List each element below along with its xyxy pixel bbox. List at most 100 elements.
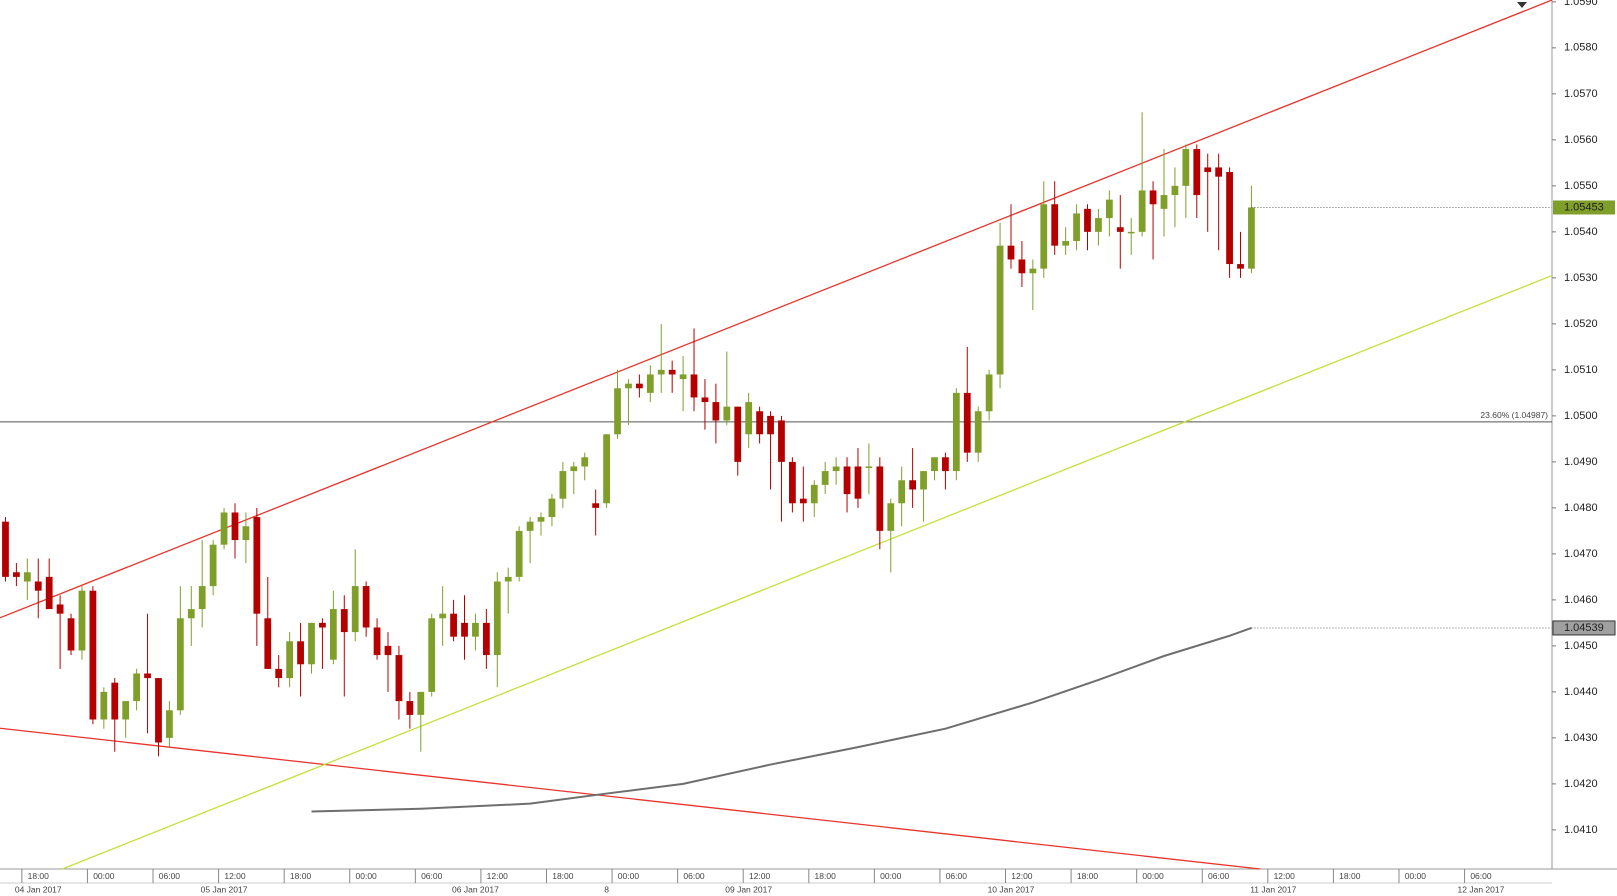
- y-tick-label: 1.0550: [1564, 180, 1598, 192]
- x-tick-label: 06:00: [421, 871, 443, 881]
- candle-body: [756, 411, 763, 435]
- candle-body: [187, 609, 195, 619]
- candle-body: [1237, 264, 1244, 269]
- candle-body: [920, 471, 927, 490]
- candle-body: [209, 544, 217, 587]
- y-tick-label: 1.0460: [1564, 594, 1598, 606]
- candle-body: [679, 374, 687, 380]
- candle-body: [34, 581, 42, 591]
- x-tick-label: 18:00: [815, 871, 837, 881]
- candle-body: [308, 622, 315, 665]
- candle-body: [723, 406, 731, 421]
- candle-body: [100, 691, 108, 720]
- x-tick-label: 12:00: [749, 871, 771, 881]
- candle-body: [122, 701, 130, 720]
- trendline: [62, 274, 1553, 870]
- candle-body: [592, 503, 600, 508]
- candle-body: [832, 466, 840, 472]
- date-tick-label: 12 Jan 2017: [1458, 884, 1505, 894]
- y-tick-label: 1.0410: [1564, 824, 1598, 836]
- candle-body: [810, 484, 818, 504]
- candle-body: [526, 521, 534, 531]
- candle-body: [384, 645, 392, 656]
- candle-body: [1040, 204, 1048, 269]
- candle-body: [690, 374, 698, 398]
- candle-body: [778, 420, 785, 462]
- y-tick-label: 1.0590: [1564, 0, 1598, 8]
- x-tick-label: 00:00: [1142, 871, 1164, 881]
- candle-body: [625, 383, 632, 389]
- candle-body: [821, 471, 829, 485]
- candle-body: [1248, 207, 1255, 269]
- candle-body: [515, 530, 523, 577]
- date-tick-label: 10 Jan 2017: [988, 884, 1035, 894]
- candle-body: [45, 576, 53, 610]
- candle-body: [898, 480, 906, 504]
- candle-body: [340, 609, 348, 633]
- candle-body: [428, 618, 436, 692]
- y-tick-label: 1.0420: [1564, 778, 1598, 790]
- x-tick-label: 06:00: [159, 871, 181, 881]
- candle-body: [155, 678, 162, 743]
- last-price-tag: [1553, 200, 1615, 215]
- candle-body: [450, 613, 457, 637]
- candle-body: [581, 457, 589, 467]
- candle-body: [329, 609, 337, 660]
- candle-body: [548, 498, 556, 518]
- x-tick-label: 00:00: [880, 871, 902, 881]
- candle-body: [176, 618, 184, 711]
- candle-body: [89, 590, 97, 720]
- candle-body: [843, 466, 851, 495]
- candle-body: [23, 572, 31, 582]
- date-tick-label: 04 Jan 2017: [15, 884, 62, 894]
- candle-body: [952, 392, 960, 472]
- candle-body: [2, 521, 9, 577]
- moving-average: [311, 627, 1252, 813]
- ma-last-label: 1.04539: [1564, 622, 1604, 634]
- candle-body: [439, 613, 447, 619]
- candle-body: [854, 466, 862, 499]
- x-tick-label: 06:00: [683, 871, 705, 881]
- y-tick-label: 1.0440: [1564, 686, 1598, 698]
- candle-body: [537, 517, 545, 522]
- x-tick-label: 18:00: [1339, 871, 1361, 881]
- candle-body: [1105, 199, 1113, 219]
- candle-body: [1018, 259, 1026, 274]
- date-tick-label: 05 Jan 2017: [201, 884, 248, 894]
- candle-body: [395, 655, 403, 702]
- x-tick-label: 00:00: [1405, 871, 1427, 881]
- candle-body: [319, 622, 326, 628]
- trendline: [0, 727, 1261, 870]
- y-tick-label: 1.0430: [1564, 732, 1598, 744]
- candle-body: [417, 691, 425, 715]
- candle-body: [942, 457, 949, 472]
- candle-body: [264, 618, 272, 669]
- candle-body: [559, 471, 567, 499]
- candle-body: [286, 641, 294, 679]
- candle-body: [1160, 195, 1168, 209]
- y-tick-label: 1.0520: [1564, 318, 1598, 330]
- candle-body: [1182, 149, 1190, 186]
- y-tick-label: 1.0490: [1564, 456, 1598, 468]
- date-tick-label: 09 Jan 2017: [725, 884, 772, 894]
- x-tick-label: 12:00: [1011, 871, 1033, 881]
- x-tick-label: 12:00: [224, 871, 246, 881]
- candle-body: [56, 604, 64, 614]
- y-tick-label: 1.0510: [1564, 364, 1598, 376]
- y-tick-label: 1.0570: [1564, 88, 1598, 100]
- candle-body: [67, 618, 75, 651]
- candle-body: [253, 517, 261, 614]
- ma-last-tag: [1552, 620, 1616, 636]
- x-tick-label: 18:00: [1077, 871, 1099, 881]
- x-tick-label: 06:00: [1208, 871, 1230, 881]
- x-tick-label: 18:00: [290, 871, 312, 881]
- x-tick-label: 00:00: [356, 871, 378, 881]
- candle-body: [1204, 167, 1212, 173]
- candle-body: [242, 526, 250, 541]
- y-tick-label: 1.0470: [1564, 548, 1598, 560]
- candle-body: [570, 466, 578, 472]
- y-tick-label: 1.0480: [1564, 502, 1598, 514]
- candle-body: [231, 512, 239, 541]
- candle-body: [963, 392, 971, 453]
